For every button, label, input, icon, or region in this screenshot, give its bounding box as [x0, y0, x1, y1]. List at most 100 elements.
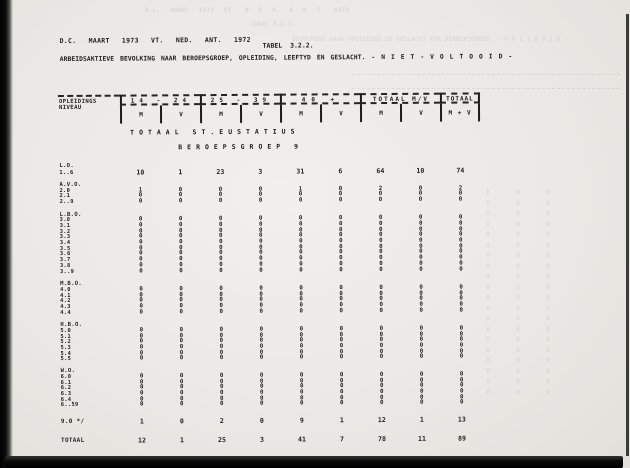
- cell-value: 0: [338, 197, 343, 204]
- cell-value: 0: [259, 267, 263, 274]
- section-title-beroepsgroep-9: BEROEPSGROEP 9: [178, 142, 304, 152]
- row-label: 4.4: [60, 309, 71, 316]
- cell-value: 23: [216, 167, 225, 176]
- cell-value: 13: [457, 415, 466, 424]
- cell-value: 1: [178, 167, 183, 176]
- row-label: 6..59: [60, 402, 79, 409]
- cell-value: 3: [259, 435, 265, 444]
- subcol-v: V: [159, 105, 201, 124]
- col-group-40-plus: 40 +: [279, 93, 360, 105]
- table-header: OPLEIDINGS NIVEAU 14 - 24 25 - 39 40 + T…: [57, 92, 482, 125]
- cell-value: 0: [419, 354, 424, 361]
- cell-value: 0: [459, 266, 463, 273]
- cell-value: 0: [218, 197, 223, 204]
- cell-value: 0: [220, 401, 224, 408]
- cell-value: 10: [416, 166, 425, 175]
- scan-left-edge: [0, 0, 13, 468]
- cell-value: 0: [420, 400, 424, 407]
- cell-value: 1: [339, 416, 344, 425]
- corner-cell-opleidingsniveau: OPLEIDINGS NIVEAU: [57, 94, 121, 125]
- subcol-m: M: [359, 103, 401, 123]
- cell-value: 0: [219, 267, 223, 274]
- cell-value: 0: [458, 196, 463, 203]
- cell-value: 0: [300, 400, 304, 407]
- cell-value: 0: [138, 198, 143, 205]
- col-group-14-24: 14 - 24: [119, 94, 200, 106]
- cell-value: 0: [260, 401, 264, 408]
- corner-label-line2: NIVEAU: [58, 104, 82, 112]
- cell-value: 78: [378, 434, 387, 444]
- cell-value: 0: [179, 417, 184, 426]
- cell-value: 0: [379, 307, 384, 314]
- cell-value: 0: [419, 266, 423, 273]
- cell-value: 89: [458, 434, 467, 443]
- row-label: 1..6: [59, 169, 74, 176]
- cell-value: 0: [339, 354, 344, 361]
- cell-value: 0: [298, 197, 303, 204]
- cell-value: 9: [299, 416, 304, 425]
- cell-value: 0: [259, 308, 264, 315]
- cell-value: 41: [298, 435, 307, 444]
- cell-value: 0: [418, 196, 423, 203]
- cell-value: 1: [179, 436, 185, 445]
- cell-value: 0: [178, 198, 183, 205]
- row-label: 3..9: [59, 268, 75, 275]
- scan-bottom-edge: [5, 456, 623, 468]
- section-title-totaal-st-eustatius: TOTAAL ST.EUSTATIUS: [130, 127, 300, 137]
- cell-value: 0: [379, 354, 384, 361]
- cell-value: 0: [299, 354, 304, 361]
- subcol-v: V: [319, 104, 361, 123]
- cell-value: 0: [139, 309, 144, 316]
- cell-value: 0: [179, 267, 183, 274]
- table-number-label: TABEL 3.2.2.: [262, 41, 314, 50]
- cell-value: 0: [259, 416, 264, 425]
- cell-value: 1: [139, 417, 144, 426]
- cell-value: 64: [376, 166, 385, 175]
- subcol-v: V: [399, 103, 441, 122]
- col-group-totaal: TOTAAL: [439, 92, 480, 104]
- subcol-m-plus-v: M + V: [439, 103, 481, 122]
- cell-value: 11: [418, 434, 427, 443]
- table-row: TOTAAL 12 1 25 3 41 7 78 11 89: [60, 434, 484, 445]
- row-label: 9.0 */: [60, 417, 85, 425]
- cell-value: 0: [258, 197, 263, 204]
- row-label: TOTAAL: [60, 436, 85, 444]
- subcol-m: M: [279, 104, 321, 123]
- col-group-totaal-mv: TOTAAL M/V: [359, 92, 440, 105]
- scan-right-edge: [626, 14, 629, 456]
- cell-value: 7: [339, 435, 345, 444]
- row-label: 2..9: [59, 198, 74, 205]
- cell-value: 25: [218, 435, 227, 444]
- col-group-25-39: 25 - 39: [199, 93, 280, 106]
- subcol-m: M: [199, 104, 241, 124]
- cell-value: 1: [419, 415, 424, 424]
- cell-value: 2: [219, 416, 224, 425]
- cell-value: 31: [296, 167, 305, 176]
- cell-value: 0: [259, 355, 264, 362]
- table-body: L.O. 1..6 10 1 23 3 31 6 64 10 74 A.V.O. 2.0 1 0 0 0 1 0 2 0…: [58, 161, 484, 445]
- cell-value: 0: [140, 401, 144, 408]
- cell-value: 0: [459, 307, 463, 314]
- cell-value: 0: [460, 399, 464, 406]
- cell-value: 6: [338, 166, 343, 175]
- cell-value: 0: [299, 308, 304, 315]
- cell-value: 0: [139, 355, 144, 362]
- cell-value: 0: [379, 266, 383, 273]
- subcol-m: M: [119, 105, 161, 124]
- cell-value: 0: [139, 267, 143, 275]
- cell-value: 0: [380, 400, 384, 407]
- cell-value: 0: [419, 307, 423, 314]
- cell-value: 0: [339, 307, 344, 314]
- cell-value: 0: [179, 308, 184, 315]
- cell-value: 74: [456, 166, 465, 175]
- cell-value: 0: [378, 196, 383, 203]
- cell-value: 0: [180, 401, 184, 408]
- cell-value: 12: [138, 436, 147, 445]
- document-title-line: D.C. MAART 1973 VT. NED. ANT. 1972: [59, 35, 251, 46]
- cell-value: 3: [258, 167, 263, 176]
- cell-value: 0: [299, 267, 303, 274]
- cell-value: 12: [377, 415, 386, 425]
- document-subtitle-line: ARBEIDSAKTIEVE BEVOLKING NAAR BEROEPSGRO…: [59, 53, 513, 64]
- cell-value: 10: [136, 168, 145, 177]
